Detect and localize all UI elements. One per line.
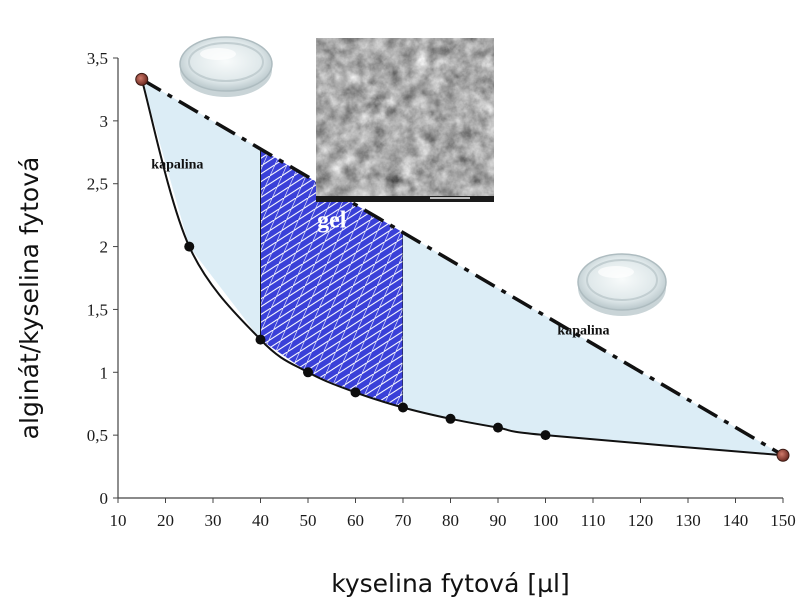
region-labels: kapalina gel kapalina [151, 158, 609, 339]
data-point [350, 387, 361, 398]
data-point [184, 241, 195, 252]
data-point [445, 413, 456, 424]
x-tick-label: 120 [628, 511, 654, 530]
x-tick-label: 10 [110, 511, 127, 530]
x-tick-label: 50 [300, 511, 317, 530]
region-liquid-0 [141, 79, 261, 340]
x-tick-label: 110 [581, 511, 606, 530]
sem-micrograph-image [316, 38, 494, 202]
y-tick-label: 3 [100, 112, 109, 131]
data-point [493, 422, 503, 433]
region-label-gel: gel [317, 208, 347, 234]
x-axis-title: kyselina fytová [µl] [331, 569, 569, 598]
x-tick-label: 70 [395, 511, 412, 530]
x-tick-label: 100 [533, 511, 559, 530]
x-tick-label: 20 [157, 511, 174, 530]
x-tick-label: 130 [675, 511, 701, 530]
y-tick-label: 0 [100, 489, 109, 508]
data-points [135, 72, 790, 462]
y-tick-label: 3,5 [87, 49, 108, 68]
series-line-dash-dot [140, 77, 784, 457]
y-tick-label: 1,5 [87, 300, 108, 319]
y-tick-label: 2,5 [87, 175, 108, 194]
petri-dish-icon [179, 36, 273, 97]
y-tick-label: 1 [100, 363, 109, 382]
data-point [303, 367, 313, 378]
y-tick-label: 2 [100, 238, 109, 257]
data-point [398, 402, 408, 413]
endpoint-marker [135, 72, 149, 86]
region-label-liquid: kapalina [557, 324, 609, 339]
y-tick-label: 0,5 [87, 426, 108, 445]
x-tick-label: 30 [205, 511, 222, 530]
region-label-liquid: kapalina [151, 158, 203, 173]
x-tick-label: 90 [490, 511, 507, 530]
x-tick-label: 80 [442, 511, 459, 530]
y-axis-title: alginát/kyselina fytová [15, 157, 44, 440]
x-tick-label: 140 [723, 511, 749, 530]
x-tick-label: 60 [347, 511, 364, 530]
axes: 10 20 30 40 50 60 70 80 90 100 110 120 130 140 150 0 0,5… [15, 49, 796, 598]
x-tick-label: 40 [252, 511, 269, 530]
x-tick-label: 150 [770, 511, 796, 530]
petri-dish-icon [577, 253, 667, 316]
data-point [255, 334, 266, 345]
data-point [540, 430, 551, 441]
endpoint-marker [776, 448, 790, 462]
